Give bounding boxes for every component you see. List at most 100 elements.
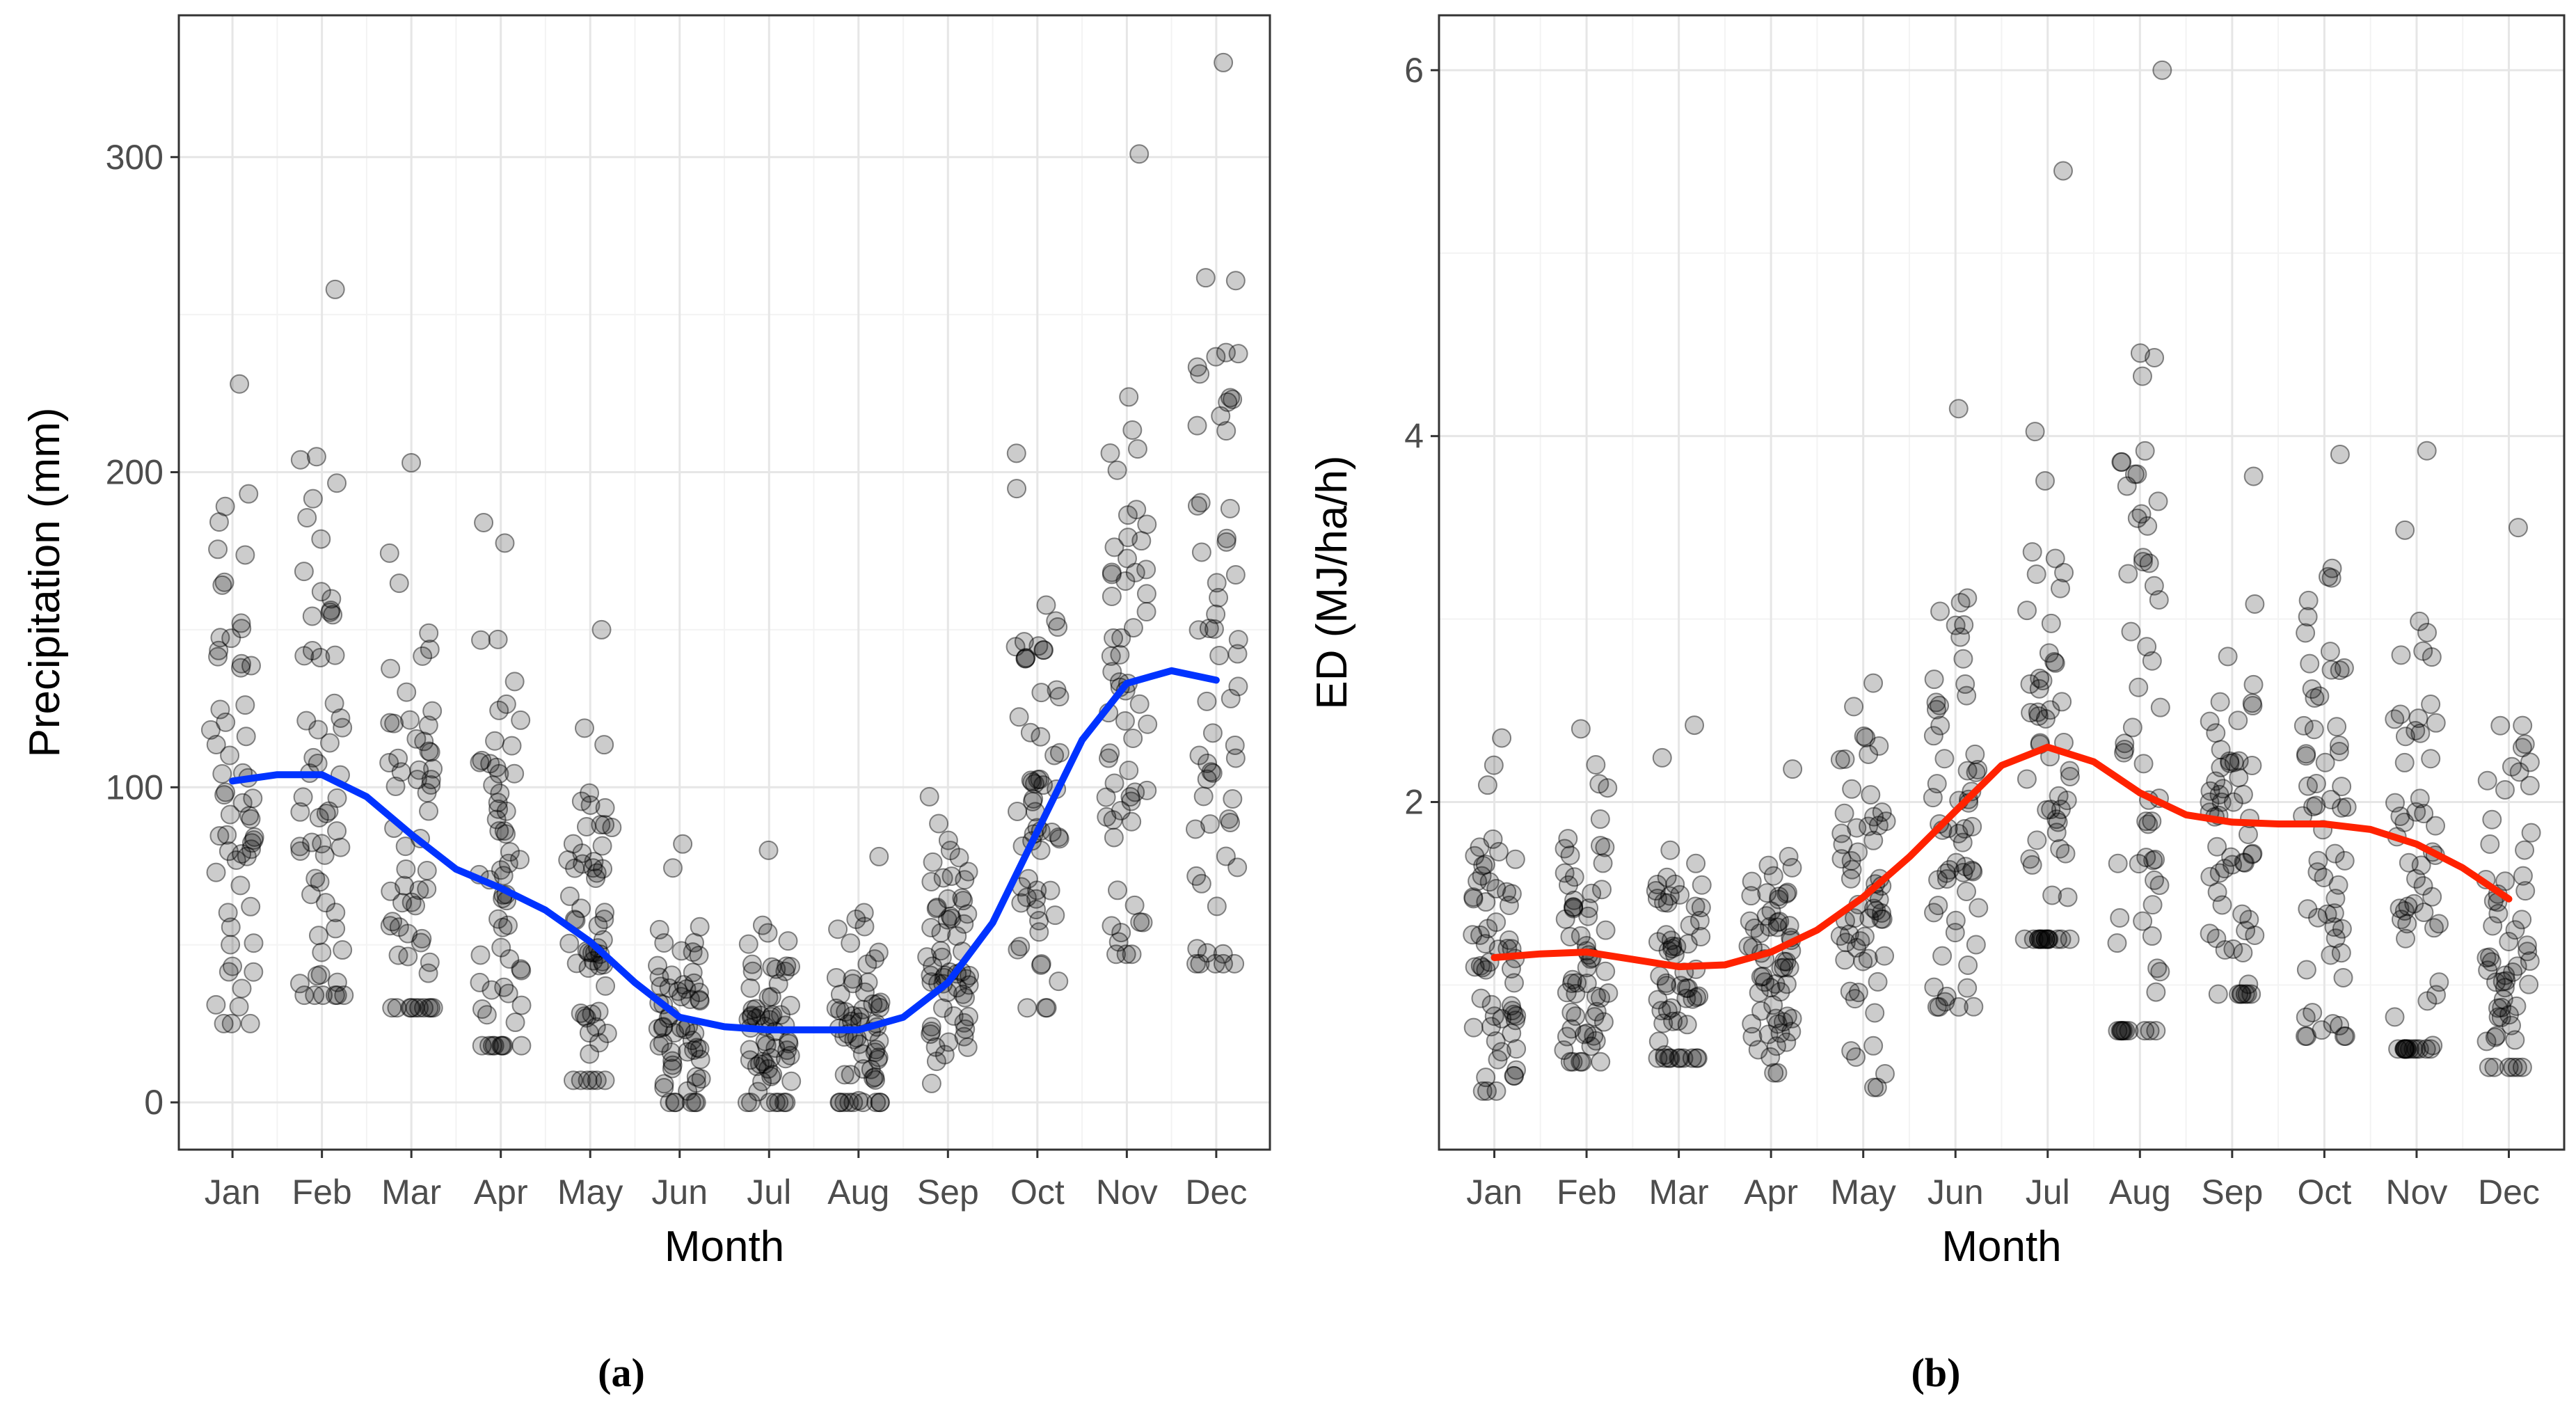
- point-dec: [1186, 866, 1207, 886]
- point-apr: [490, 784, 510, 804]
- point-jun: [1950, 627, 1971, 647]
- point-apr: [1751, 967, 1771, 987]
- point-jul: [740, 1050, 760, 1070]
- point-sep: [2221, 847, 2241, 867]
- point-jan: [232, 843, 252, 864]
- point-jul: [2033, 671, 2053, 691]
- point-nov: [2395, 1039, 2415, 1059]
- point-jun: [689, 982, 709, 1002]
- point-jul: [2041, 613, 2061, 633]
- point-jun: [683, 942, 703, 962]
- point-may: [576, 817, 596, 837]
- point-may: [594, 735, 614, 755]
- point-jan: [206, 734, 226, 754]
- point-nov: [2406, 802, 2426, 822]
- point-jan: [208, 539, 228, 560]
- point-jun: [680, 989, 700, 1009]
- point-jan: [1475, 934, 1495, 954]
- point-feb: [1571, 719, 1591, 739]
- point-jan: [218, 841, 239, 862]
- point-jan: [1492, 1008, 1512, 1029]
- point-oct: [1016, 648, 1036, 668]
- point-nov: [1111, 800, 1131, 820]
- point-oct: [2300, 653, 2320, 674]
- point-dec: [2493, 990, 2513, 1010]
- point-apr: [1767, 1014, 1788, 1034]
- point-dec: [2488, 1007, 2509, 1027]
- point-dec: [1228, 676, 1248, 697]
- point-feb: [334, 985, 354, 1006]
- point-apr: [495, 533, 515, 553]
- point-dec: [2495, 779, 2515, 800]
- point-apr: [505, 1013, 525, 1033]
- point-feb: [1560, 926, 1580, 946]
- point-sep: [2243, 466, 2264, 486]
- point-mar: [1668, 1011, 1688, 1031]
- point-mar: [1687, 1048, 1707, 1068]
- point-dec: [2492, 971, 2513, 992]
- x-tick-label-dec: Dec: [2478, 1173, 2540, 1212]
- point-may: [571, 1070, 591, 1090]
- point-dec: [2505, 920, 2525, 940]
- point-aug: [2111, 1021, 2131, 1041]
- point-apr: [1770, 912, 1790, 932]
- point-aug: [828, 919, 848, 939]
- point-apr: [489, 821, 509, 841]
- point-may: [587, 863, 607, 883]
- point-nov: [1125, 562, 1145, 582]
- point-oct: [1031, 955, 1051, 975]
- point-jul: [2044, 652, 2065, 672]
- point-jul: [2020, 849, 2040, 869]
- point-dec: [2477, 770, 2497, 791]
- point-dec: [1190, 364, 1210, 384]
- point-may: [588, 916, 608, 936]
- point-jan: [209, 640, 229, 660]
- point-may: [1859, 744, 1879, 764]
- point-mar: [418, 963, 438, 983]
- point-jul: [2037, 929, 2058, 949]
- point-dec: [2508, 518, 2528, 538]
- point-nov: [2385, 793, 2405, 813]
- point-jan: [1502, 884, 1522, 904]
- point-dec: [1214, 52, 1234, 72]
- point-nov: [1131, 531, 1152, 551]
- point-nov: [2422, 887, 2442, 907]
- point-oct: [1048, 617, 1068, 637]
- point-sep: [2220, 753, 2240, 773]
- point-apr: [511, 995, 532, 1015]
- point-mar: [388, 945, 408, 965]
- point-apr: [1740, 911, 1760, 931]
- point-mar: [1685, 715, 1705, 736]
- point-jun: [654, 1074, 674, 1094]
- point-apr: [488, 799, 509, 819]
- point-dec: [1197, 769, 1217, 789]
- point-feb: [290, 841, 310, 861]
- point-apr: [482, 1036, 502, 1056]
- point-feb: [301, 884, 321, 905]
- point-mar: [412, 928, 432, 949]
- point-may: [566, 953, 587, 974]
- point-feb: [331, 708, 351, 728]
- point-apr: [1782, 1008, 1802, 1029]
- point-nov: [1111, 923, 1131, 943]
- point-apr: [1774, 958, 1794, 978]
- x-tick-label-feb: Feb: [292, 1173, 352, 1212]
- point-nov: [2417, 622, 2438, 642]
- point-oct: [2303, 1003, 2323, 1023]
- point-oct: [1029, 922, 1049, 942]
- point-jul: [2045, 653, 2065, 673]
- point-feb: [327, 985, 347, 1006]
- point-jan: [1483, 829, 1503, 849]
- point-feb: [311, 582, 331, 602]
- point-jan: [1472, 1081, 1493, 1101]
- point-aug: [870, 998, 890, 1018]
- point-jun: [1953, 832, 1973, 852]
- point-jan: [214, 572, 234, 592]
- point-oct: [2332, 777, 2352, 797]
- point-dec: [2485, 1027, 2505, 1047]
- point-nov: [1129, 694, 1150, 714]
- point-mar: [420, 952, 440, 972]
- point-jul: [740, 1040, 760, 1060]
- point-jul: [752, 1072, 772, 1092]
- point-oct: [2298, 590, 2319, 610]
